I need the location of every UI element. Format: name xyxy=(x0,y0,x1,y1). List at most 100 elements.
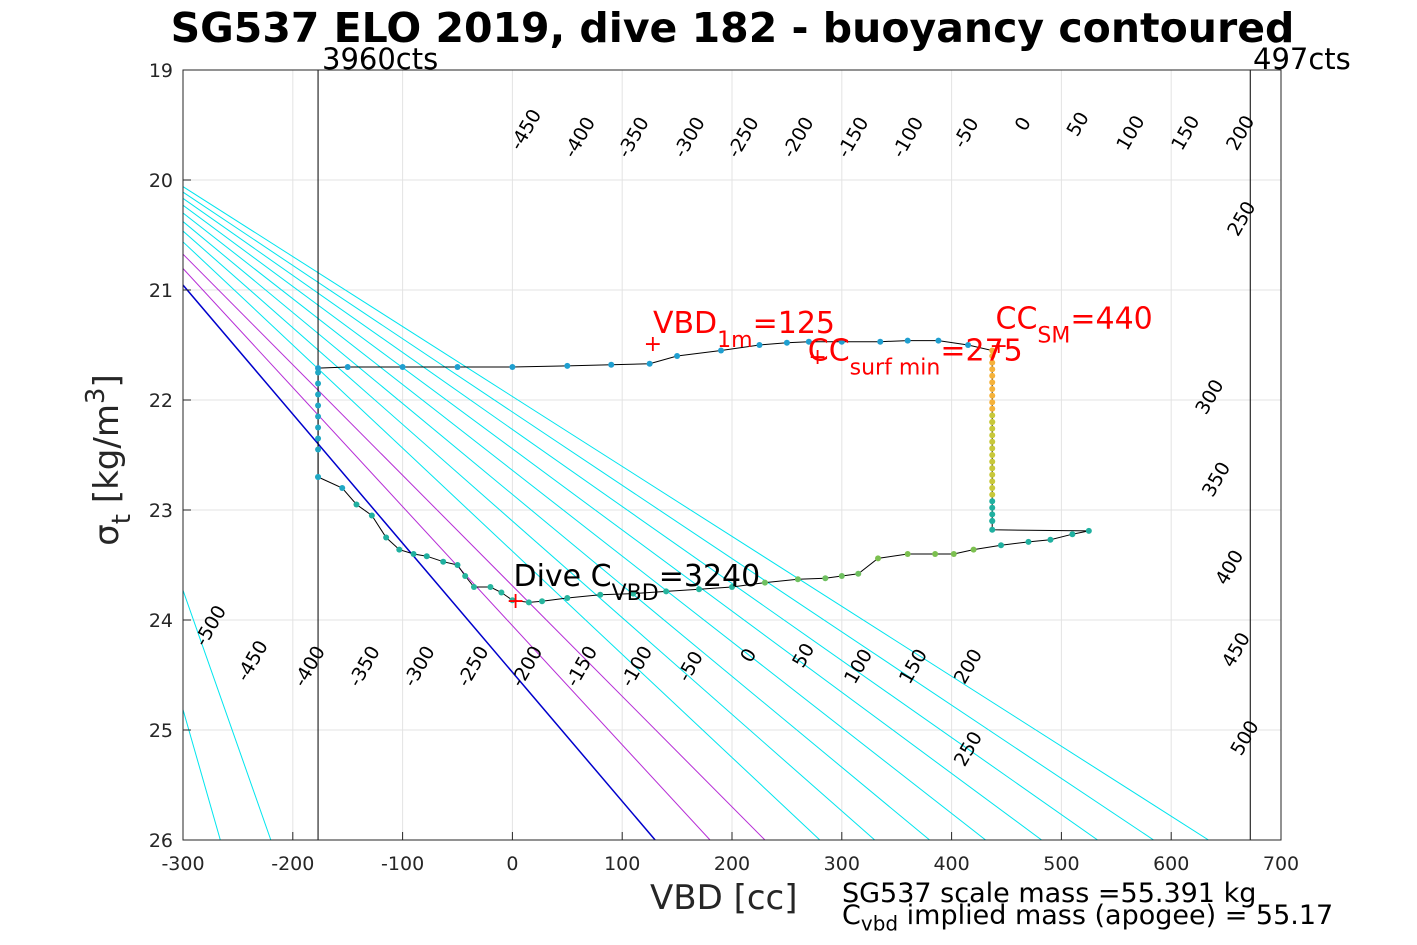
profile-point xyxy=(440,558,447,565)
profile-point xyxy=(989,419,996,425)
profile-point xyxy=(989,405,996,412)
profile-point xyxy=(950,551,957,557)
profile-point xyxy=(718,347,725,354)
profile-point xyxy=(454,562,461,568)
profile-point xyxy=(989,392,996,399)
profile-point xyxy=(989,485,996,491)
profile-point xyxy=(989,504,996,511)
profile-point xyxy=(454,364,461,370)
y-tick-label: 21 xyxy=(149,280,173,302)
profile-point xyxy=(564,595,571,601)
annotation-marker: + xyxy=(808,345,826,370)
profile-point xyxy=(822,575,829,582)
profile-point xyxy=(1069,531,1076,538)
profile-point xyxy=(989,445,996,452)
profile-point xyxy=(1025,538,1032,545)
contour-label: 250 xyxy=(950,728,987,770)
contour-line xyxy=(183,197,1098,840)
dive-profile xyxy=(315,337,1092,606)
profile-point xyxy=(353,501,360,508)
profile-point xyxy=(1085,527,1092,534)
y-tick-label: 25 xyxy=(149,720,173,742)
annotation-marker: + xyxy=(990,334,1008,359)
scale-mass-text: SG537 scale mass =55.391 kg xyxy=(842,878,1257,909)
contour-label: -50 xyxy=(673,648,708,686)
contour-label: 150 xyxy=(1167,112,1204,154)
profile-point xyxy=(877,338,884,345)
contour-line xyxy=(183,283,656,840)
implied-mass-rest: implied mass (apogee) = 55.17 xyxy=(898,900,1334,931)
profile-point xyxy=(470,584,477,590)
profile-point xyxy=(838,573,845,579)
profile-point xyxy=(525,599,532,606)
profile-point xyxy=(989,526,996,533)
contour-line xyxy=(183,230,876,840)
profile-point xyxy=(904,337,911,344)
contour-label: -250 xyxy=(453,642,494,690)
profile-point xyxy=(1047,536,1054,543)
contour-label: -100 xyxy=(888,113,929,161)
profile-point xyxy=(646,360,653,367)
contour-label: -200 xyxy=(778,113,819,161)
x-tick-label: 500 xyxy=(1043,853,1079,875)
profile-point xyxy=(989,498,996,505)
profile-point xyxy=(509,597,516,604)
profile-point xyxy=(315,391,322,398)
right-count-label: 497cts xyxy=(1253,42,1351,76)
profile-point xyxy=(315,365,322,372)
implied-mass-sub: vbd xyxy=(860,911,899,936)
profile-point xyxy=(729,584,735,590)
reference-lines xyxy=(317,70,1251,840)
annotation-marker: + xyxy=(506,589,524,614)
profile-point xyxy=(932,551,939,557)
profile-point xyxy=(989,458,996,465)
profile-point xyxy=(989,491,996,498)
profile-point xyxy=(339,485,346,491)
contour-label: -400 xyxy=(289,642,330,690)
contour-lines xyxy=(183,186,1209,840)
profile-point xyxy=(315,446,322,453)
contour-label: -250 xyxy=(723,113,764,161)
profile-point xyxy=(989,412,996,419)
contour-line xyxy=(183,241,821,840)
profile-point xyxy=(597,591,604,598)
contour-label: 100 xyxy=(1112,112,1149,154)
profile-point xyxy=(608,361,615,368)
y-tick-label: 19 xyxy=(149,60,173,82)
profile-point xyxy=(989,438,996,445)
x-tick-label: 100 xyxy=(604,853,640,875)
contour-line xyxy=(183,253,766,840)
x-tick-label: -300 xyxy=(161,853,204,875)
contour-label: -350 xyxy=(344,642,385,690)
profile-point xyxy=(989,518,996,524)
contour-label: -150 xyxy=(562,642,603,690)
contour-label: -150 xyxy=(833,113,874,161)
profile-point xyxy=(383,534,390,541)
contour-label: 200 xyxy=(950,645,987,687)
profile-point xyxy=(989,366,996,373)
contour-label: 50 xyxy=(1063,108,1094,140)
contour-label: 450 xyxy=(1218,629,1255,671)
profile-point xyxy=(989,372,996,379)
y-tick-label: 22 xyxy=(149,390,173,412)
x-tick-label: 0 xyxy=(506,853,518,875)
contour-line xyxy=(183,707,221,840)
x-tick-label: 200 xyxy=(714,853,750,875)
x-tick-label: 600 xyxy=(1153,853,1189,875)
contour-label: -500 xyxy=(190,602,231,650)
profile-point xyxy=(794,576,801,583)
profile-point xyxy=(838,338,845,345)
grid xyxy=(182,69,1282,841)
profile-point xyxy=(462,573,469,579)
profile-point xyxy=(783,339,790,346)
implied-mass-text: Cvbd implied mass (apogee) = 55.17 xyxy=(842,900,1333,935)
profile-point xyxy=(989,399,996,406)
x-tick-label: 300 xyxy=(824,853,860,875)
contour-label: 50 xyxy=(788,640,819,672)
profile-point xyxy=(487,584,494,590)
contour-label: 300 xyxy=(1191,376,1228,418)
profile-point xyxy=(663,588,670,595)
y-axis-label-text: σt [kg/m3] xyxy=(81,374,137,546)
contour-line xyxy=(183,186,1209,840)
contour-label: -300 xyxy=(669,113,710,161)
